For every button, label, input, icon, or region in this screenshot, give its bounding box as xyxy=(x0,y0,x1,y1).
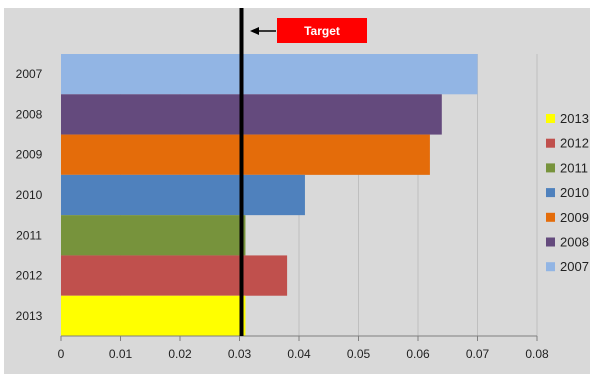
target-label: Target xyxy=(304,24,340,38)
category-label-2010: 2010 xyxy=(16,188,43,202)
x-tick-label: 0.05 xyxy=(347,347,371,361)
legend-swatch-2011 xyxy=(546,163,555,173)
category-label-2008: 2008 xyxy=(16,107,43,121)
legend-swatch-2007 xyxy=(546,262,555,272)
legend-label-2013: 2013 xyxy=(560,111,589,126)
bar-2008 xyxy=(61,94,442,135)
bar-2010 xyxy=(61,174,305,216)
x-tick-label: 0.04 xyxy=(287,347,311,361)
x-tick-labels: 0 0.01 0.02 0.03 0.04 0.05 0.06 0.07 0.08 xyxy=(58,347,549,361)
legend-swatch-2009 xyxy=(546,212,555,222)
category-label-2009: 2009 xyxy=(16,148,43,162)
legend-label-2008: 2008 xyxy=(560,235,589,250)
legend: 2013 2012 2011 2010 2009 2008 2007 xyxy=(546,111,589,274)
category-label-2012: 2012 xyxy=(16,269,43,283)
bar-layer xyxy=(61,54,478,336)
category-label-2007: 2007 xyxy=(16,67,43,81)
bar-2013 xyxy=(61,295,246,336)
legend-swatch-2012 xyxy=(546,138,555,148)
bar-2011 xyxy=(61,215,246,256)
x-tick-label: 0.02 xyxy=(168,347,192,361)
target-label-box xyxy=(277,18,367,43)
legend-label-2010: 2010 xyxy=(560,185,589,200)
bar-2012 xyxy=(61,255,288,296)
x-tick-label: 0.01 xyxy=(109,347,133,361)
legend-label-2007: 2007 xyxy=(560,259,589,274)
x-tick-label: 0.07 xyxy=(466,347,490,361)
category-label-2011: 2011 xyxy=(16,228,42,242)
category-labels: 2007 2008 2009 2010 2011 2012 2013 xyxy=(16,67,43,323)
x-tick-label: 0.03 xyxy=(228,347,252,361)
legend-label-2009: 2009 xyxy=(560,210,589,225)
legend-label-2011: 2011 xyxy=(560,160,588,175)
x-tick-label: 0.06 xyxy=(406,347,430,361)
axis-layer xyxy=(60,335,538,341)
target-annotation: Target xyxy=(239,8,367,336)
legend-swatch-2010 xyxy=(546,188,555,198)
target-arrow-head-icon xyxy=(250,27,259,35)
x-tick-label: 0.08 xyxy=(525,347,549,361)
x-tick-label: 0 xyxy=(58,347,65,361)
legend-swatch-2008 xyxy=(546,237,555,247)
category-label-2013: 2013 xyxy=(16,309,43,323)
bar-2009 xyxy=(61,134,430,175)
legend-swatch-2013 xyxy=(546,114,555,123)
legend-label-2012: 2012 xyxy=(560,136,589,151)
bar-2007 xyxy=(61,54,478,95)
